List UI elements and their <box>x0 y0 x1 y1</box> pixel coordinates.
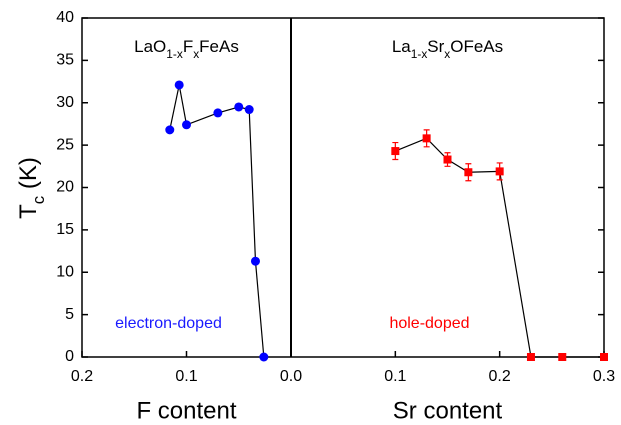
point <box>443 155 452 164</box>
y-tick-label: 0 <box>65 348 74 365</box>
x-tick-label: 0.2 <box>489 368 511 385</box>
point <box>558 353 567 361</box>
panel-title-part: FeAs <box>199 37 239 56</box>
x-tick-label: 0.3 <box>593 368 615 385</box>
x-axis-label: F content <box>136 397 236 424</box>
line <box>169 84 265 358</box>
point <box>464 168 473 177</box>
point <box>422 134 431 143</box>
panel-title-part: OFeAs <box>450 37 503 56</box>
y-axis-label: Tc (K) <box>15 157 48 219</box>
panel-title-part: F <box>183 37 193 56</box>
panel-title-part: x <box>193 47 199 61</box>
y-axis-label-part: T <box>15 204 42 219</box>
point <box>244 105 254 115</box>
point <box>234 102 244 112</box>
panel-title: LaO1-xFxFeAs <box>134 37 239 61</box>
point <box>174 80 184 90</box>
x-tick-label: 0.1 <box>384 368 406 385</box>
y-tick-label: 40 <box>56 9 74 26</box>
point <box>391 147 400 156</box>
panel-title-part: 1-x <box>166 47 183 61</box>
x-tick-label: 0.0 <box>280 368 302 385</box>
y-tick-label: 10 <box>56 263 74 280</box>
y-axis-label-part: (K) <box>15 157 42 196</box>
y-tick-label: 30 <box>56 94 74 111</box>
point <box>600 353 608 361</box>
x-tick-label: 0.2 <box>71 368 93 385</box>
panel-title-part: x <box>444 47 450 61</box>
y-axis-label-part: c <box>29 196 48 204</box>
y-tick-label: 15 <box>56 221 74 238</box>
point <box>165 125 175 135</box>
y-tick-label: 35 <box>56 52 74 69</box>
x-axis-label: Sr content <box>393 397 503 424</box>
plot-frame <box>81 17 605 358</box>
point <box>495 167 504 176</box>
y-tick-label: 20 <box>56 179 74 196</box>
annotation: electron-doped <box>115 315 222 332</box>
y-tick-label: 25 <box>56 136 74 153</box>
panel-title-part: La <box>392 37 411 56</box>
annotation: hole-doped <box>389 315 469 332</box>
point <box>182 120 191 130</box>
point <box>250 256 260 266</box>
y-tick-label: 5 <box>65 306 74 323</box>
panel-title-part: LaO <box>134 37 166 56</box>
panel-title-part: Sr <box>427 37 444 56</box>
point <box>526 353 535 361</box>
panel-title-part: 1-x <box>411 47 428 61</box>
point <box>213 108 223 118</box>
point <box>259 352 269 362</box>
x-tick-label: 0.1 <box>175 368 197 385</box>
panel-title: La1-xSrxOFeAs <box>392 37 503 61</box>
